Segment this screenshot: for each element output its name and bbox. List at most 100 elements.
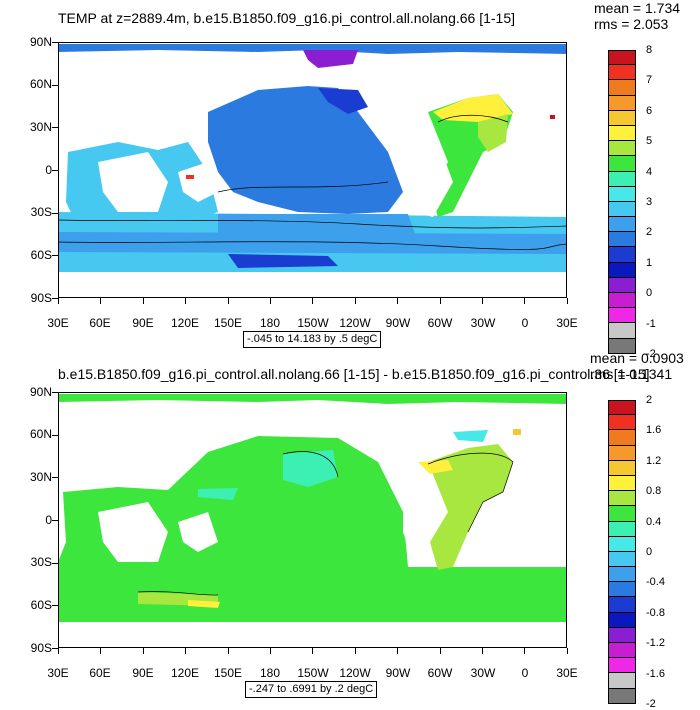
southern-band (58, 232, 567, 254)
pacific-navy-patch (318, 88, 368, 114)
colorbar-swatch (608, 521, 636, 537)
mean-stat: mean = 1.734 (594, 0, 681, 16)
axis-tick (185, 648, 187, 654)
colorbar-label: 6 (646, 104, 653, 117)
colorbar-label: -1.6 (646, 667, 665, 680)
axis-tick (312, 648, 314, 654)
lon-label: 150E (213, 666, 243, 680)
lon-label: 0 (521, 316, 529, 330)
axis-tick (52, 562, 58, 564)
colorbar-swatch (608, 217, 636, 233)
lon-label: 180 (259, 666, 281, 680)
southern-yellow (188, 600, 220, 608)
lat-label: 0 (45, 163, 52, 177)
colorbar (608, 50, 636, 354)
axis-tick (52, 392, 58, 393)
map-plot-area (58, 42, 567, 298)
colorbar-swatch (608, 186, 636, 202)
colorbar-swatch (608, 308, 636, 324)
lat-label: 90N (29, 385, 52, 399)
axis-tick (58, 648, 59, 654)
lon-label: 150W (297, 666, 329, 680)
axis-tick (482, 298, 483, 304)
axis-tick (482, 648, 483, 654)
axis-tick (52, 84, 58, 86)
lon-label: 60W (427, 666, 453, 680)
atlantic-cyan (453, 430, 488, 442)
colorbar-label: 0 (646, 546, 653, 558)
colorbar-swatch (608, 262, 636, 278)
colorbar-swatch (608, 277, 636, 293)
contour-range-label: -.045 to 14.183 by .5 degC (243, 331, 382, 348)
lon-label: 120E (170, 316, 200, 330)
axis-tick (227, 648, 229, 654)
axis-tick (270, 298, 271, 304)
colorbar-swatch (608, 597, 636, 613)
colorbar-swatch (608, 156, 636, 172)
lon-label: 30E (556, 316, 578, 330)
lat-label: 90S (30, 291, 52, 305)
colorbar-swatch (608, 125, 636, 142)
colorbar-label: -0.8 (646, 606, 665, 619)
lon-label: 180 (259, 316, 281, 330)
axis-tick (439, 298, 441, 304)
colorbar-label: -1 (646, 317, 656, 330)
colorbar-swatch (608, 460, 636, 476)
contour-line (437, 114, 509, 123)
colorbar-swatch (608, 65, 636, 81)
americas-land (403, 142, 453, 217)
colorbar-label: 2 (646, 394, 653, 406)
ocean-green (58, 436, 567, 622)
axis-tick (142, 648, 144, 654)
colorbar-swatch (608, 506, 636, 522)
colorbar-label: 0 (646, 287, 653, 300)
colorbar-label: 1.2 (646, 454, 662, 467)
contour-line (58, 219, 567, 229)
colorbar-swatch (608, 171, 636, 187)
axis-tick (227, 298, 229, 304)
colorbar-swatch (608, 475, 636, 492)
colorbar-swatch (608, 582, 636, 598)
axis-tick (524, 298, 526, 304)
axis-tick (354, 648, 356, 654)
axis-tick (52, 298, 58, 300)
indonesia-land (178, 162, 218, 202)
axis-tick (52, 255, 58, 257)
axis-tick (100, 648, 102, 654)
contour-line (217, 181, 389, 193)
colorbar-swatch (608, 247, 636, 263)
colorbar-swatch (608, 201, 636, 218)
north-pacific-cyan (283, 450, 338, 487)
lon-label: 60W (427, 316, 453, 330)
axis-tick (52, 434, 58, 436)
colorbar-swatch (608, 551, 636, 568)
lat-label: 90S (30, 641, 52, 655)
colorbar-swatch (608, 445, 636, 461)
axis-tick (142, 298, 144, 304)
axis-tick (566, 648, 568, 654)
atlantic-yellow (418, 460, 453, 474)
colorbar-label: 7 (646, 74, 653, 87)
axis-tick (52, 605, 58, 607)
axis-tick (566, 298, 568, 304)
contour-line (427, 452, 514, 533)
colorbar-swatch (608, 400, 636, 416)
lon-label: 30W (470, 316, 496, 330)
axis-tick (185, 298, 187, 304)
map-plot-area (58, 392, 567, 648)
colorbar-swatch (608, 141, 636, 157)
lon-label: 90W (385, 666, 411, 680)
lat-label: 0 (45, 513, 52, 527)
colorbar-swatch (608, 232, 636, 248)
axis-tick (52, 520, 58, 521)
lat-label: 30N (29, 470, 52, 484)
antarctic-navy (228, 254, 338, 268)
colorbar-swatch (608, 110, 636, 126)
colorbar-swatch (608, 643, 636, 659)
lon-label: 0 (521, 666, 529, 680)
colorbar-swatch (608, 567, 636, 583)
colorbar-swatch (608, 627, 636, 643)
colorbar-label: 2 (646, 226, 653, 239)
contour-line (137, 591, 219, 596)
indonesia-land (178, 512, 218, 552)
